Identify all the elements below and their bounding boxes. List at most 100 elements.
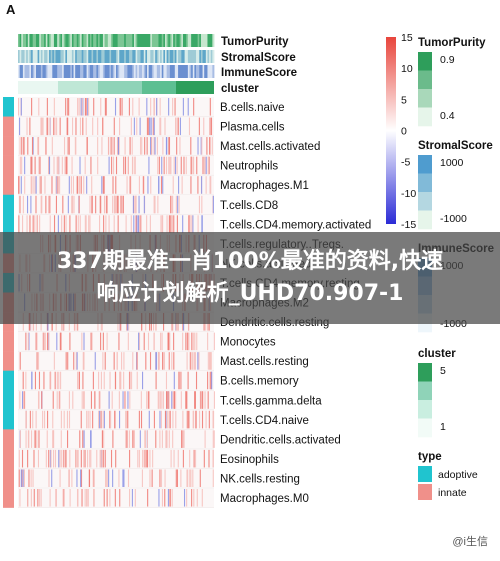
- heatmap-stroke: [89, 410, 91, 429]
- tumorpurity-cell: [147, 34, 150, 47]
- heatmap-stroke: [130, 176, 132, 194]
- heatmap-stroke: [72, 176, 74, 194]
- heatmap-stroke: [54, 117, 56, 136]
- tumorpurity-cell: [34, 34, 37, 47]
- immunescore-cell: [142, 65, 145, 78]
- heatmap-stroke: [165, 430, 168, 448]
- stromalscore-cell: [42, 50, 45, 63]
- stromalscore-cell: [165, 50, 168, 63]
- tumorpurity-legend-swatch: [418, 107, 432, 127]
- heatmap-stroke: [90, 156, 92, 175]
- heatmap-stroke: [77, 449, 79, 468]
- row-type-cell: [3, 97, 14, 117]
- type-legend-swatch: [418, 466, 432, 482]
- heatmap-stroke: [175, 117, 177, 136]
- heatmap-stroke: [166, 410, 168, 429]
- heatmap-stroke: [128, 371, 131, 390]
- tumorpurity-cell: [111, 34, 114, 47]
- heatmap-stroke: [180, 391, 182, 409]
- tumorpurity-cell: [98, 34, 101, 47]
- tumorpurity-cell: [168, 34, 171, 47]
- row-type-cell: [3, 214, 14, 235]
- heatmap-stroke: [117, 215, 119, 233]
- heatmap-stroke: [105, 469, 107, 487]
- heatmap-stroke: [99, 410, 101, 429]
- tumorpurity-cell: [135, 34, 138, 47]
- immunescore-cell: [111, 65, 114, 78]
- immunescore-cell: [148, 65, 151, 78]
- stromalscore-cell: [55, 50, 58, 63]
- stromalscore-cell: [67, 50, 70, 63]
- heatmap-stroke: [121, 195, 123, 214]
- immunescore-cell: [49, 65, 52, 78]
- heatmap-stroke: [46, 98, 48, 116]
- heatmap-stroke: [91, 332, 93, 351]
- heatmap-stroke: [178, 176, 180, 194]
- heatmap-stroke: [204, 156, 206, 175]
- heatmap-stroke: [209, 98, 211, 116]
- heatmap-stroke: [68, 176, 70, 194]
- heatmap-stroke: [189, 215, 191, 233]
- tumorpurity-cell: [202, 34, 205, 47]
- heatmap-stroke: [74, 137, 76, 155]
- heatmap-stroke: [37, 489, 39, 507]
- heatmap-stroke: [22, 469, 24, 487]
- tumorpurity-cell: [117, 34, 120, 47]
- heatmap-stroke: [185, 156, 187, 175]
- heatmap-stroke: [210, 352, 212, 370]
- heatmap-stroke: [34, 371, 36, 390]
- heatmap-stroke: [80, 449, 82, 468]
- heatmap-stroke: [210, 117, 213, 136]
- immunescore-cell: [58, 65, 61, 78]
- immunescore-cell: [47, 65, 50, 78]
- heatmap-stroke: [150, 117, 152, 136]
- heatmap-stroke: [149, 215, 151, 233]
- heatmap-stroke: [72, 195, 74, 214]
- tumorpurity-cell: [122, 34, 125, 47]
- stromalscore-cell: [119, 50, 122, 63]
- tumorpurity-cell: [179, 34, 182, 47]
- tumorpurity-cell: [44, 34, 47, 47]
- immunescore-cell: [165, 65, 168, 78]
- heatmap-stroke: [137, 215, 140, 233]
- heatmap-stroke: [168, 137, 170, 155]
- heatmap-stroke: [140, 215, 142, 233]
- heatmap-stroke: [40, 176, 42, 194]
- heatmap-stroke: [118, 391, 120, 409]
- stromalscore-cell: [106, 50, 109, 63]
- tumorpurity-cell: [129, 34, 132, 47]
- heatmap-stroke: [65, 352, 67, 370]
- heatmap-stroke: [127, 391, 129, 409]
- immunescore-cell: [73, 65, 76, 78]
- tumorpurity-cell: [187, 34, 190, 47]
- immunescore-cell: [91, 65, 94, 78]
- tumorpurity-cell: [93, 34, 96, 47]
- heatmap-stroke: [111, 391, 113, 409]
- heatmap-stroke: [205, 176, 207, 194]
- heatmap-stroke: [200, 137, 202, 155]
- heatmap-stroke: [99, 391, 101, 409]
- tumorpurity-cell: [50, 34, 53, 47]
- heatmap-stroke: [150, 176, 152, 194]
- heatmap-stroke: [134, 156, 136, 175]
- heatmap-stroke: [175, 469, 177, 487]
- heatmap-stroke: [127, 332, 129, 351]
- heatmap-stroke: [209, 137, 211, 155]
- heatmap-stroke: [193, 332, 195, 351]
- immunescore-cell: [171, 65, 174, 78]
- heatmap-stroke: [155, 352, 158, 370]
- heatmap-stroke: [75, 352, 77, 370]
- tumorpurity-cell: [133, 34, 136, 47]
- heatmap-stroke: [56, 117, 58, 136]
- immunescore-cell: [189, 65, 192, 78]
- heatmap-stroke: [180, 371, 182, 390]
- immunescore-cell: [196, 65, 199, 78]
- tumorpurity-cell: [65, 34, 68, 47]
- heatmap-stroke: [19, 391, 21, 409]
- immunescore-cell: [145, 65, 148, 78]
- heatmap-stroke: [188, 332, 190, 351]
- heatmap-stroke: [99, 195, 101, 214]
- tumorpurity-cell: [53, 34, 56, 47]
- heatmap-stroke: [36, 352, 38, 370]
- heatmap-stroke: [129, 449, 131, 468]
